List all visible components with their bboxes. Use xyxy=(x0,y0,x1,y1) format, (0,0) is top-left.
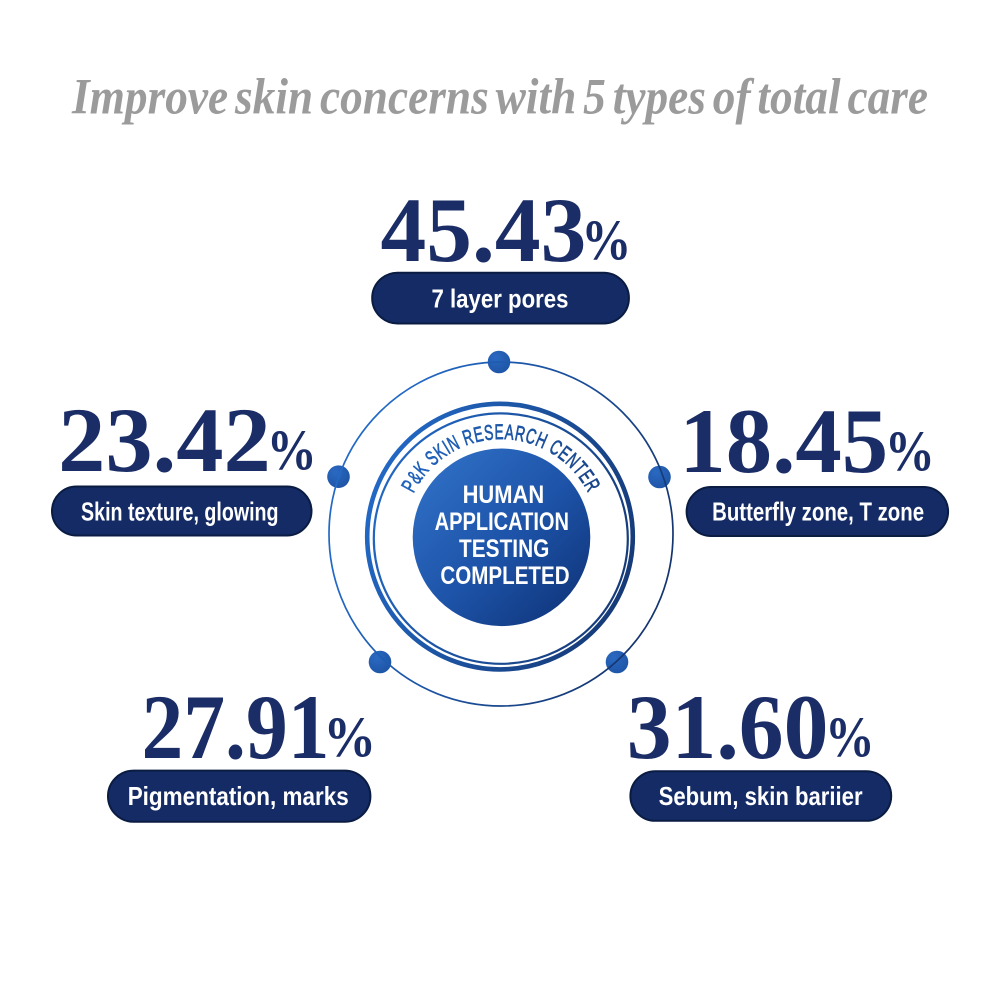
svg-text:%: % xyxy=(825,706,875,769)
svg-text:%: % xyxy=(885,420,935,483)
svg-text:Sebum, skin bariier: Sebum, skin bariier xyxy=(659,781,863,811)
svg-text:Skin texture, glowing: Skin texture, glowing xyxy=(81,497,279,527)
svg-text:TESTING: TESTING xyxy=(459,535,549,563)
svg-text:%: % xyxy=(324,706,377,769)
svg-text:31.60: 31.60 xyxy=(627,676,829,778)
svg-text:45.43: 45.43 xyxy=(381,179,587,281)
svg-text:COMPLETED: COMPLETED xyxy=(440,562,569,590)
svg-text:18.45: 18.45 xyxy=(679,390,888,492)
svg-text:Pigmentation, marks: Pigmentation, marks xyxy=(128,781,349,811)
svg-text:Butterfly zone, T zone: Butterfly zone, T zone xyxy=(712,497,924,527)
svg-text:%: % xyxy=(267,419,317,482)
svg-text:Improve skin concerns with 5 t: Improve skin concerns with 5 types of to… xyxy=(71,70,928,126)
svg-text:HUMAN: HUMAN xyxy=(463,481,545,509)
svg-text:23.42: 23.42 xyxy=(58,389,271,491)
svg-text:APPLICATION: APPLICATION xyxy=(435,508,569,536)
svg-text:27.91: 27.91 xyxy=(142,676,330,778)
svg-text:7 layer pores: 7 layer pores xyxy=(432,283,569,313)
svg-text:%: % xyxy=(581,209,631,272)
